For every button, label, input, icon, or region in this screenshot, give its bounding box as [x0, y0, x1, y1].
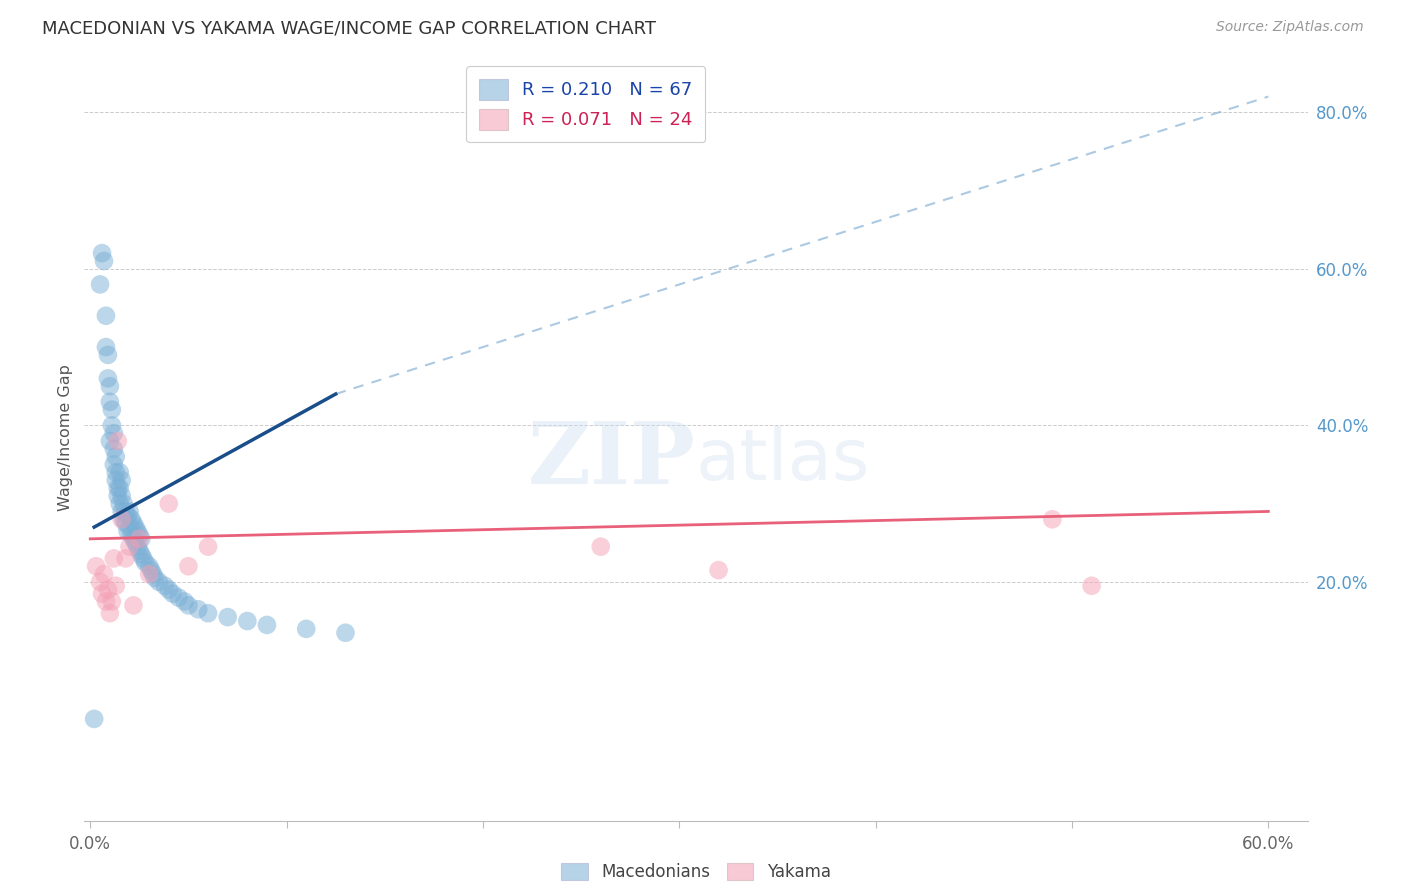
Point: [93, 254, 115, 268]
Point: [197, 606, 219, 620]
Point: [112, 497, 135, 511]
Point: [129, 548, 152, 562]
Point: [118, 540, 141, 554]
Point: [124, 535, 146, 549]
Point: [97, 582, 120, 597]
Point: [121, 528, 143, 542]
Point: [132, 551, 155, 566]
Point: [111, 473, 134, 487]
Point: [127, 540, 149, 554]
Point: [177, 559, 200, 574]
Point: [256, 618, 278, 632]
Point: [1080, 579, 1102, 593]
Point: [91, 587, 114, 601]
Point: [108, 497, 131, 511]
Point: [101, 402, 124, 417]
Point: [97, 348, 120, 362]
Point: [589, 540, 612, 554]
Point: [138, 567, 160, 582]
Point: [129, 532, 152, 546]
Point: [148, 574, 170, 589]
Point: [104, 473, 127, 487]
Point: [167, 591, 190, 605]
Point: [707, 563, 730, 577]
Point: [118, 504, 141, 518]
Point: [217, 610, 239, 624]
Point: [112, 512, 135, 526]
Point: [98, 434, 121, 448]
Legend: Macedonians, Yakama: Macedonians, Yakama: [553, 855, 839, 889]
Y-axis label: Wage/Income Gap: Wage/Income Gap: [58, 364, 73, 510]
Point: [134, 555, 156, 569]
Point: [93, 567, 115, 582]
Point: [103, 442, 125, 456]
Point: [91, 246, 114, 260]
Point: [101, 418, 124, 433]
Text: Source: ZipAtlas.com: Source: ZipAtlas.com: [1216, 20, 1364, 34]
Point: [104, 579, 127, 593]
Point: [97, 371, 120, 385]
Point: [101, 594, 124, 608]
Point: [197, 540, 219, 554]
Point: [187, 602, 209, 616]
Point: [108, 481, 131, 495]
Point: [111, 504, 134, 518]
Point: [94, 594, 117, 608]
Point: [173, 594, 195, 608]
Point: [104, 465, 127, 479]
Point: [103, 551, 125, 566]
Point: [335, 625, 357, 640]
Point: [83, 712, 105, 726]
Point: [122, 599, 145, 613]
Point: [143, 571, 166, 585]
Point: [162, 587, 184, 601]
Point: [107, 434, 129, 448]
Text: MACEDONIAN VS YAKAMA WAGE/INCOME GAP CORRELATION CHART: MACEDONIAN VS YAKAMA WAGE/INCOME GAP COR…: [42, 20, 657, 37]
Point: [124, 520, 146, 534]
Point: [117, 524, 139, 538]
Point: [98, 395, 121, 409]
Point: [103, 426, 125, 441]
Point: [142, 567, 165, 582]
Point: [114, 504, 136, 518]
Point: [89, 277, 111, 292]
Point: [89, 574, 111, 589]
Point: [98, 379, 121, 393]
Point: [114, 516, 136, 531]
Point: [236, 614, 259, 628]
Point: [128, 528, 150, 542]
Text: atlas: atlas: [696, 425, 870, 494]
Point: [94, 340, 117, 354]
Point: [157, 497, 180, 511]
Point: [177, 599, 200, 613]
Point: [121, 512, 143, 526]
Point: [107, 481, 129, 495]
Point: [94, 309, 117, 323]
Point: [111, 512, 134, 526]
Point: [128, 543, 150, 558]
Point: [138, 559, 160, 574]
Point: [128, 532, 150, 546]
Point: [104, 450, 127, 464]
Point: [107, 489, 129, 503]
Point: [153, 579, 176, 593]
Point: [114, 551, 136, 566]
Point: [157, 582, 180, 597]
Text: ZIP: ZIP: [529, 418, 696, 502]
Point: [1040, 512, 1063, 526]
Point: [108, 465, 131, 479]
Point: [84, 559, 107, 574]
Point: [111, 489, 134, 503]
Point: [127, 524, 149, 538]
Point: [295, 622, 318, 636]
Point: [118, 520, 141, 534]
Point: [139, 563, 162, 577]
Point: [122, 532, 145, 546]
Point: [117, 508, 139, 523]
Point: [98, 606, 121, 620]
Point: [103, 458, 125, 472]
Point: [122, 516, 145, 531]
